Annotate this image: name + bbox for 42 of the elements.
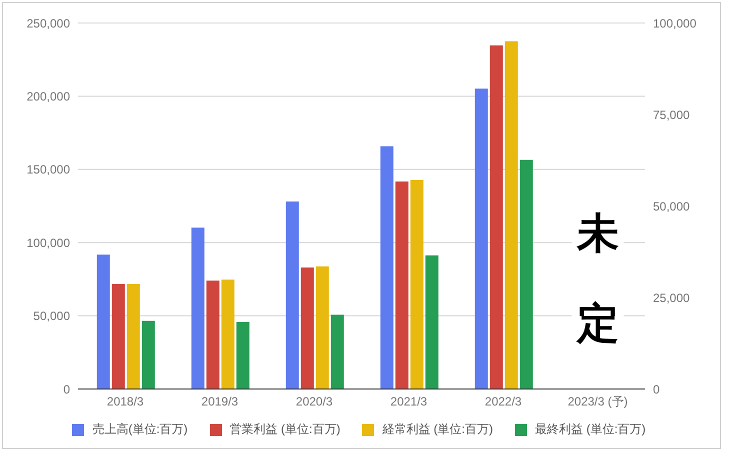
bar — [300, 267, 314, 389]
y2-tick-label: 75,000 — [653, 108, 690, 122]
y-tick-label: 150,000 — [26, 162, 70, 177]
bar — [206, 280, 220, 389]
bar — [330, 314, 344, 389]
bar — [425, 255, 438, 389]
y-tick-label: 200,000 — [26, 89, 70, 104]
annotation: 未定 — [576, 208, 619, 348]
bar — [126, 284, 140, 389]
bar — [380, 146, 394, 389]
x-tick-label: 2021/3 — [390, 394, 428, 409]
bar — [221, 280, 234, 389]
bar — [410, 180, 424, 389]
bar — [395, 181, 408, 389]
x-tick-label: 2019/3 — [201, 394, 238, 409]
bar — [286, 201, 299, 389]
bar — [236, 322, 250, 389]
x-tick-label: 2023/3 (予) — [568, 394, 628, 409]
y2-tick-label: 100,000 — [653, 16, 697, 30]
bar — [316, 266, 329, 389]
bar — [142, 320, 155, 389]
y2-tick-label: 25,000 — [653, 290, 690, 305]
bar — [96, 254, 110, 389]
bar — [504, 41, 518, 389]
bar — [191, 228, 204, 389]
y-tick-label: 0 — [63, 382, 70, 396]
bar — [490, 45, 503, 389]
bar — [474, 88, 488, 389]
x-tick-label: 2020/3 — [296, 394, 333, 409]
legend-label: 営業利益 (単位:百万) — [228, 421, 340, 438]
legend-label: 経常利益 (単位:百万) — [381, 421, 493, 438]
bar — [520, 160, 533, 389]
x-tick-label: 2022/3 — [484, 394, 522, 409]
y-tick-label: 250,000 — [26, 16, 70, 30]
y2-tick-label: 50,000 — [653, 199, 690, 214]
legend-label: 最終利益 (単位:百万) — [534, 421, 646, 438]
bar — [112, 284, 125, 389]
legend-label: 売上高(単位:百万) — [91, 421, 188, 438]
y-tick-label: 100,000 — [26, 236, 70, 250]
x-tick-label: 2018/3 — [106, 394, 144, 409]
y2-tick-label: 0 — [653, 382, 660, 396]
y-tick-label: 50,000 — [33, 309, 70, 324]
